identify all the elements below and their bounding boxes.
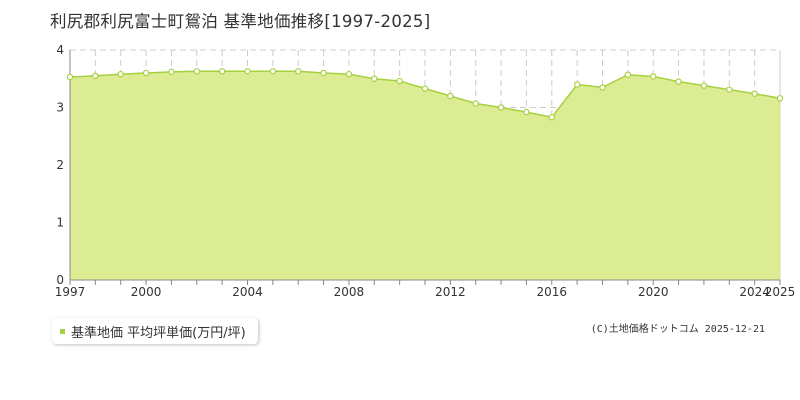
data-point xyxy=(447,92,454,100)
data-point xyxy=(675,78,682,85)
data-point xyxy=(92,72,99,80)
chart-title: 利尻郡利尻富士町鴛泊 基準地価推移[1997-2025] xyxy=(50,12,431,31)
data-point xyxy=(472,100,479,107)
x-tick-label: 2024 xyxy=(739,285,770,299)
data-point xyxy=(700,82,708,89)
x-tick-label: 1997 xyxy=(55,285,86,299)
data-point xyxy=(295,68,302,75)
legend-marker xyxy=(60,328,65,334)
data-point xyxy=(142,69,150,77)
data-point xyxy=(66,73,74,81)
y-tick-label: 4 xyxy=(56,43,64,57)
x-tick-label: 2025 xyxy=(765,285,796,299)
data-point xyxy=(751,90,758,97)
data-point xyxy=(599,84,606,91)
data-point xyxy=(726,86,733,93)
data-point xyxy=(776,95,784,102)
x-tick-label: 2008 xyxy=(334,285,365,299)
data-point xyxy=(396,77,403,85)
data-point xyxy=(345,70,353,78)
y-tick-label: 3 xyxy=(56,101,64,115)
legend: 基準地価 平均坪単価(万円/坪) xyxy=(52,318,258,344)
x-tick-label: 2004 xyxy=(232,285,263,299)
data-point xyxy=(320,69,327,77)
y-tick-label: 0 xyxy=(56,273,64,287)
data-point xyxy=(523,108,530,116)
x-tick-label: 2020 xyxy=(638,285,669,299)
data-point xyxy=(573,81,581,88)
y-tick-label: 1 xyxy=(56,216,64,230)
copyright-credit: (C)土地価格ドットコム 2025-12-21 xyxy=(590,324,765,335)
data-point xyxy=(497,104,505,111)
data-point xyxy=(650,73,657,80)
data-point xyxy=(117,70,124,78)
series-area xyxy=(70,71,780,280)
data-point xyxy=(624,71,632,78)
chart-plot: 0 1 2 3 4 1997 2000 2004 2008 2012 2016 2020 2024202… xyxy=(55,43,796,299)
data-point xyxy=(371,75,378,82)
x-tick-label: 2012 xyxy=(435,285,466,299)
data-point xyxy=(193,68,200,75)
data-point xyxy=(244,68,251,75)
data-point xyxy=(218,68,226,75)
data-point xyxy=(548,114,555,121)
data-point xyxy=(168,68,175,76)
y-tick-label: 2 xyxy=(56,158,64,172)
x-tick-label: 2000 xyxy=(131,285,162,299)
data-point xyxy=(421,85,429,92)
legend-label: 基準地価 平均坪単価(万円/坪) xyxy=(71,325,246,341)
data-point xyxy=(269,68,277,75)
x-tick-label: 2016 xyxy=(537,285,568,299)
